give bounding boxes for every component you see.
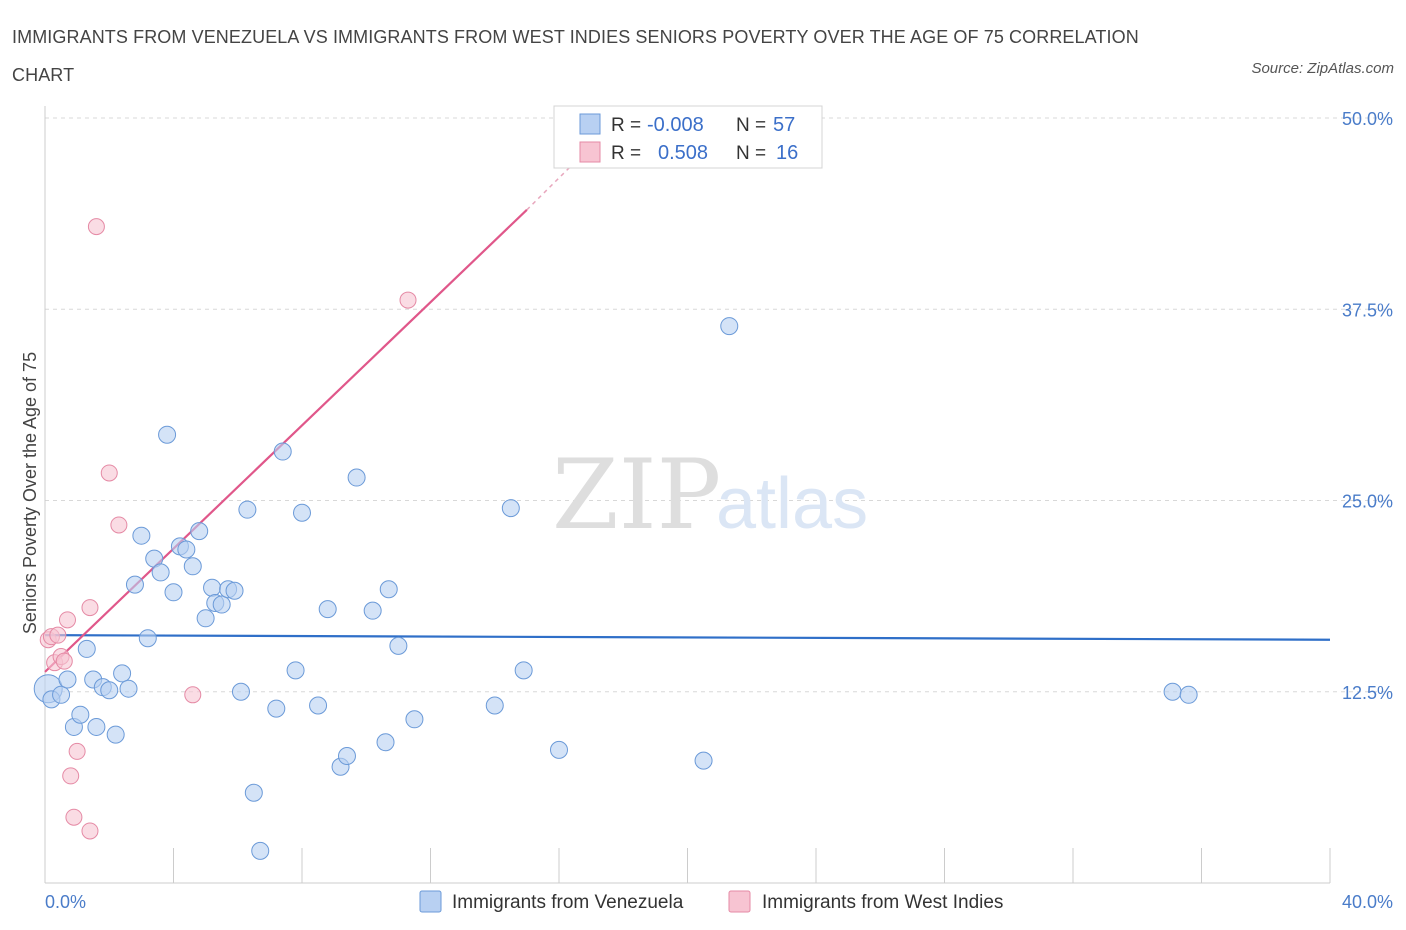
point-venezuela [267,699,286,718]
point-westindies [184,686,202,704]
point-venezuela [1163,682,1182,701]
point-venezuela [501,499,520,518]
point-venezuela [158,425,177,444]
point-venezuela [485,696,504,715]
point-venezuela [231,682,250,701]
point-venezuela [225,581,244,600]
point-venezuela [106,725,125,744]
point-venezuela [405,710,424,729]
point-venezuela [376,733,395,752]
point-venezuela [244,783,263,802]
chart-title: IMMIGRANTS FROM VENEZUELA VS IMMIGRANTS … [12,27,1139,85]
gridlines [45,117,1392,693]
stats-n-label-venezuela: N = [736,115,766,136]
tick-labels: 12.5% 25.0% 37.5% 50.0% 0.0% 40.0% [45,109,1393,912]
y-tick-label: 37.5% [1342,300,1393,320]
point-westindies [87,218,105,236]
y-axis-title: Seniors Poverty Over the Age of 75 [20,352,40,634]
point-venezuela [389,636,408,655]
trend-lines [44,129,1331,673]
point-venezuela [286,661,305,680]
point-westindies [100,464,118,482]
point-venezuela [293,503,311,522]
point-venezuela [238,500,257,519]
point-venezuela [720,317,739,336]
stats-n-value-venezuela: 57 [773,114,795,136]
point-venezuela [77,639,96,658]
legend-label-venezuela: Immigrants from Venezuela [452,892,684,913]
point-venezuela [183,557,202,576]
x-tick-label: 40.0% [1342,892,1393,912]
point-westindies [399,291,417,309]
stats-n-label-westindies: N = [736,143,766,164]
y-tick-label: 50.0% [1342,109,1393,129]
legend-label-westindies: Immigrants from West Indies [762,892,1003,913]
point-venezuela [119,679,138,698]
x-tick-label: 0.0% [45,892,86,912]
stats-r-label-venezuela: R = [611,115,641,136]
trend-line-westindies-extension [526,129,608,211]
point-westindies [110,516,128,534]
stats-swatch-venezuela [579,113,601,135]
point-venezuela [347,468,366,487]
point-venezuela [177,540,196,559]
point-venezuela [363,601,382,620]
watermark-atlas: atlas [716,464,868,544]
y-tick-label: 25.0% [1342,492,1393,512]
legend-swatch-venezuela [419,890,442,913]
point-venezuela [151,563,170,582]
point-venezuela [1179,685,1198,704]
point-venezuela [138,629,157,648]
point-venezuela [100,681,119,700]
point-venezuela [113,664,132,683]
stats-box: R = -0.008 N = 57 R = 0.508 N = 16 [553,105,823,169]
point-venezuela [337,747,356,766]
source-credit: Source: ZipAtlas.com [1251,60,1394,77]
point-venezuela [52,685,71,704]
stats-r-value-venezuela: -0.008 [647,114,704,136]
stats-n-value-westindies: 16 [776,142,798,164]
point-venezuela [87,717,106,736]
point-venezuela [379,580,398,599]
point-westindies [81,822,99,840]
point-westindies [49,626,67,644]
point-venezuela [190,522,209,541]
point-westindies [62,767,80,785]
point-venezuela [514,661,533,680]
stats-r-value-westindies: 0.508 [658,142,708,164]
point-westindies [68,742,86,760]
point-venezuela [273,442,292,461]
y-tick-label: 12.5% [1342,683,1393,703]
point-venezuela [164,583,183,602]
trend-line-westindies [44,209,528,673]
point-venezuela [125,575,144,594]
legend-swatch-westindies [728,890,751,913]
trend-line-venezuela [44,634,1331,641]
point-venezuela [132,526,151,545]
point-venezuela [694,751,713,770]
stats-r-label-westindies: R = [611,143,641,164]
point-westindies [81,599,99,617]
point-venezuela [196,609,215,628]
point-venezuela [318,600,337,619]
point-venezuela [550,740,568,759]
point-venezuela [203,578,222,597]
point-venezuela [71,705,90,724]
watermark: ZIP atlas [552,439,868,551]
point-venezuela [212,595,231,614]
legend: Immigrants from Venezuela Immigrants fro… [419,890,1003,913]
data-points [33,218,1198,860]
point-westindies [58,611,76,629]
point-westindies [65,808,83,826]
point-venezuela [58,670,77,689]
point-venezuela [251,841,270,860]
stats-swatch-westindies [579,141,601,163]
point-westindies [55,652,73,670]
watermark-zip: ZIP [552,439,721,551]
point-venezuela [309,696,328,715]
axes [44,106,1331,884]
